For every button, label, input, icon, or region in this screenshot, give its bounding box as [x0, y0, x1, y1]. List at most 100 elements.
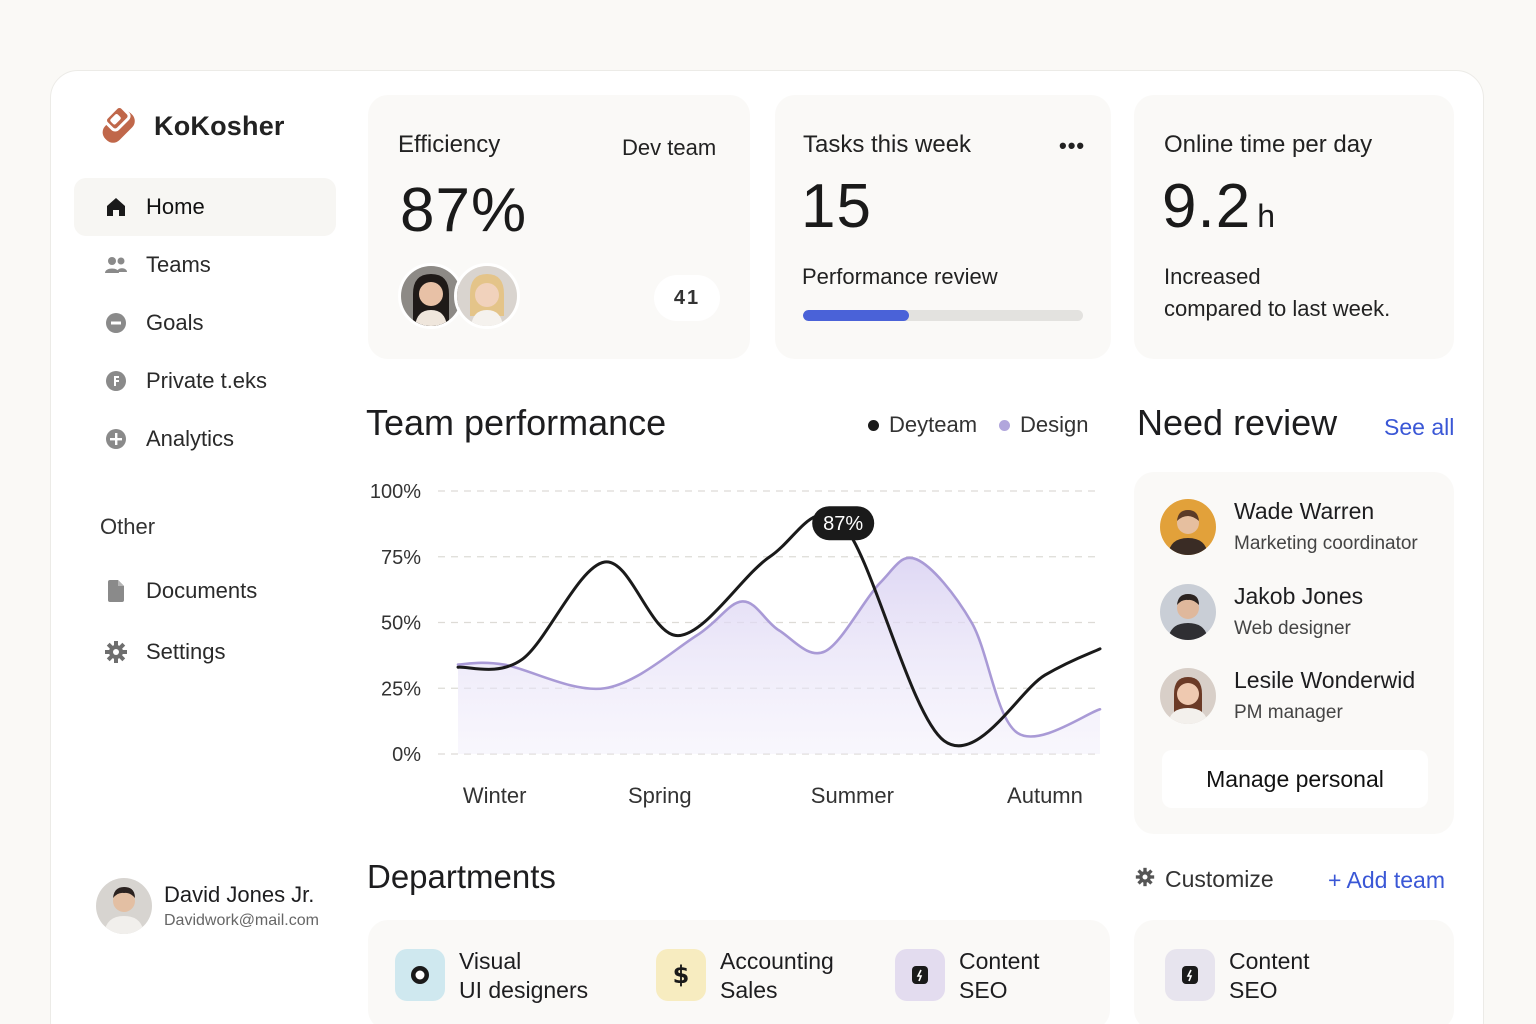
avatar	[1160, 498, 1216, 555]
dollar-icon: $	[656, 949, 706, 1001]
review-role: Marketing coordinator	[1234, 533, 1418, 554]
legend-item-design[interactable]: Design	[999, 412, 1089, 438]
online-value-wrap: 9.2 h	[1162, 171, 1276, 242]
sidebar-nav-other: Documents Settings	[74, 560, 336, 682]
sidebar-item-label: Settings	[146, 638, 226, 664]
review-item[interactable]: Jakob Jones Web designer	[1160, 583, 1363, 640]
brand-name: KoKosher	[154, 110, 285, 141]
review-item[interactable]: Wade Warren Marketing coordinator	[1160, 498, 1418, 555]
sidebar-item-analytics[interactable]: Analytics	[74, 410, 336, 468]
legend-item-deyteam[interactable]: Deyteam	[868, 412, 977, 438]
department-name: Content	[959, 948, 1040, 974]
efficiency-card: Efficiency Dev team 87% 41	[368, 95, 750, 359]
tasks-sub-label: Performance review	[802, 264, 998, 289]
tasks-value: 15	[801, 172, 872, 241]
review-item[interactable]: Lesile Wonderwid PM manager	[1160, 667, 1415, 724]
legend-dot-icon	[999, 419, 1011, 431]
legend-label: Deyteam	[889, 412, 978, 437]
x-tick-label: Summer	[811, 783, 894, 808]
department-sub: Sales	[720, 977, 778, 1003]
content-icon	[1165, 949, 1215, 1001]
team-performance-title: Team performance	[366, 402, 667, 443]
sidebar-item-settings[interactable]: Settings	[74, 621, 336, 682]
see-all-link[interactable]: See all	[1384, 414, 1455, 440]
more-options-icon[interactable]: •••	[1059, 133, 1086, 158]
tasks-card: Tasks this week ••• 15 Performance revie…	[775, 95, 1111, 359]
department-item[interactable]: $ Accounting Sales	[656, 947, 834, 1005]
sidebar-item-label: Teams	[146, 252, 211, 277]
department-name: Content	[1229, 948, 1310, 974]
user-email: Davidwork@mail.com	[164, 912, 319, 929]
department-sub: SEO	[959, 977, 1008, 1003]
content-icon	[895, 949, 945, 1001]
online-label: Online time per day	[1164, 131, 1373, 158]
user-profile[interactable]: David Jones Jr. Davidwork@mail.com	[96, 878, 319, 934]
add-team-link[interactable]: + Add team	[1328, 867, 1445, 893]
legend-label: Design	[1020, 412, 1089, 437]
y-tick-label: 0%	[392, 744, 421, 766]
department-name: Accounting	[720, 948, 834, 974]
series-line-deyteam	[456, 513, 1102, 748]
sidebar-nav: Home Teams Goals Private t.eks Analytics	[74, 178, 336, 468]
y-tick-label: 50%	[381, 613, 421, 635]
manage-personal-button[interactable]: Manage personal	[1162, 750, 1428, 808]
review-card: Wade Warren Marketing coordinator Jakob …	[1134, 472, 1454, 834]
gear-icon	[1135, 866, 1155, 893]
user-name: David Jones Jr.	[164, 882, 315, 907]
legend-dot-icon	[868, 419, 879, 431]
review-role: Web designer	[1234, 618, 1351, 639]
efficiency-team[interactable]: Dev team	[622, 135, 717, 160]
departments-card: Visual UI designers $ Accounting Sales C…	[368, 920, 1110, 1024]
x-tick-label: Spring	[628, 783, 692, 808]
nav-section-other: Other	[100, 514, 156, 539]
departments-card-secondary: Content SEO	[1134, 920, 1454, 1024]
efficiency-value: 87%	[400, 176, 528, 245]
brand[interactable]: KoKosher	[92, 100, 285, 152]
sidebar-item-label: Documents	[146, 577, 258, 603]
departments-title: Departments	[367, 858, 556, 895]
department-name: Visual	[459, 948, 522, 974]
efficiency-label: Efficiency	[398, 131, 501, 158]
users-icon	[104, 253, 128, 277]
document-icon	[104, 579, 128, 603]
member-count-badge: 41	[654, 275, 720, 321]
home-icon	[104, 195, 128, 219]
sidebar-item-goals[interactable]: Goals	[74, 294, 336, 352]
sidebar-item-documents[interactable]: Documents	[74, 560, 336, 621]
sidebar-item-home[interactable]: Home	[74, 178, 336, 236]
series-area-design	[458, 557, 1100, 754]
circle-icon	[395, 949, 445, 1001]
team-performance-chart: 100% 75% 50% 25% 0% Winter Spring Summer Autumn 8…	[370, 481, 1102, 808]
online-note: Increased compared to last week.	[1164, 261, 1390, 325]
sidebar-item-label: Analytics	[146, 426, 235, 451]
private-icon	[104, 369, 128, 393]
online-value: 9.2	[1162, 172, 1252, 241]
department-item[interactable]: Content SEO	[895, 947, 1040, 1005]
sidebar-item-private[interactable]: Private t.eks	[74, 352, 336, 410]
progress-fill	[803, 310, 910, 321]
department-sub: UI designers	[459, 977, 589, 1003]
review-name: Lesile Wonderwid	[1234, 667, 1416, 693]
department-item[interactable]: Visual UI designers	[395, 947, 588, 1005]
gear-icon	[104, 640, 128, 664]
brand-logo-icon	[102, 104, 135, 143]
avatar	[1160, 667, 1216, 724]
online-unit: h	[1257, 198, 1276, 234]
sidebar-item-label: Private t.eks	[146, 368, 268, 393]
department-item[interactable]: Content SEO	[1165, 947, 1310, 1005]
member-avatars[interactable]	[398, 263, 520, 329]
online-time-card: Online time per day 9.2 h Increased compa…	[1134, 95, 1454, 359]
svg-text:$: $	[673, 961, 690, 989]
sidebar-item-teams[interactable]: Teams	[74, 236, 336, 294]
review-name: Wade Warren	[1234, 498, 1375, 524]
series-line-design	[456, 556, 1102, 738]
avatar	[454, 263, 520, 329]
sidebar-item-label: Home	[146, 194, 205, 219]
analytics-icon	[104, 427, 128, 451]
customize-label: Customize	[1165, 866, 1274, 892]
y-tick-label: 75%	[381, 547, 421, 569]
review-name: Jakob Jones	[1234, 583, 1364, 609]
customize-button[interactable]: Customize	[1135, 866, 1274, 893]
tooltip-bubble	[812, 506, 875, 541]
department-sub: SEO	[1229, 977, 1278, 1003]
